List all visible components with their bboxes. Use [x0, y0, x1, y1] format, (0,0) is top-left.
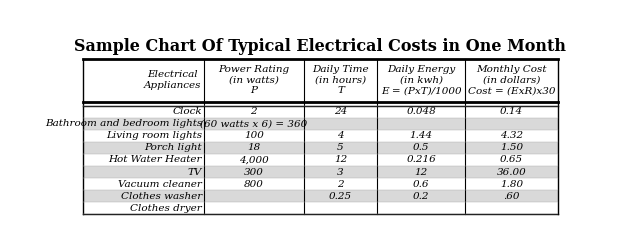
Text: 0.14: 0.14 [500, 107, 523, 116]
Text: 18: 18 [248, 143, 261, 153]
Text: Daily Time
(in hours)
T: Daily Time (in hours) T [312, 65, 369, 95]
Text: 100: 100 [244, 131, 264, 140]
Text: 1.50: 1.50 [500, 143, 523, 153]
Text: Clothes washer: Clothes washer [121, 192, 202, 201]
Bar [83, 59, 558, 102]
Text: 0.25: 0.25 [329, 192, 352, 201]
Bar [83, 178, 558, 190]
Text: Vacuum cleaner: Vacuum cleaner [118, 180, 202, 189]
Text: 0.2: 0.2 [413, 192, 429, 201]
Text: 1.44: 1.44 [409, 131, 432, 140]
Text: Monthly Cost
(in dollars)
Cost = (ExR)x30: Monthly Cost (in dollars) Cost = (ExR)x3… [468, 65, 555, 95]
Text: Bathroom and bedroom lights: Bathroom and bedroom lights [45, 119, 202, 128]
Text: 0.216: 0.216 [406, 155, 436, 165]
Text: (60 watts x 6) = 360: (60 watts x 6) = 360 [200, 119, 308, 128]
Text: .60: .60 [503, 192, 519, 201]
Text: 24: 24 [334, 107, 347, 116]
Text: 0.65: 0.65 [500, 155, 523, 165]
Text: 0.048: 0.048 [406, 107, 436, 116]
Text: 12: 12 [334, 155, 347, 165]
Bar [83, 106, 558, 118]
Bar [83, 118, 558, 130]
Text: 1.80: 1.80 [500, 180, 523, 189]
Text: Clothes dryer: Clothes dryer [131, 204, 202, 213]
Text: Hot Water Heater: Hot Water Heater [109, 155, 202, 165]
Bar [83, 130, 558, 142]
Text: 5: 5 [337, 143, 344, 153]
Text: 2: 2 [251, 107, 257, 116]
Text: 4: 4 [337, 131, 344, 140]
Text: 0.6: 0.6 [413, 180, 429, 189]
Text: 4.32: 4.32 [500, 131, 523, 140]
Text: Clock: Clock [173, 107, 202, 116]
Text: TV: TV [188, 168, 202, 177]
Text: Sample Chart Of Typical Electrical Costs in One Month: Sample Chart Of Typical Electrical Costs… [74, 38, 566, 55]
Text: 12: 12 [414, 168, 428, 177]
Bar [83, 142, 558, 154]
Text: 36.00: 36.00 [496, 168, 526, 177]
Text: 800: 800 [244, 180, 264, 189]
Text: Porch light: Porch light [144, 143, 202, 153]
Text: 4,000: 4,000 [239, 155, 269, 165]
Bar [83, 202, 558, 214]
Text: 2: 2 [337, 180, 344, 189]
Text: Daily Energy
(in kwh)
E = (PxT)/1000: Daily Energy (in kwh) E = (PxT)/1000 [381, 65, 461, 95]
Text: Power Rating
(in watts)
P: Power Rating (in watts) P [218, 65, 289, 95]
Bar [83, 190, 558, 202]
Bar [83, 166, 558, 178]
Text: 0.5: 0.5 [413, 143, 429, 153]
Bar [83, 154, 558, 166]
Text: Electrical
Appliances: Electrical Appliances [144, 70, 202, 90]
Text: Living room lights: Living room lights [106, 131, 202, 140]
Text: 3: 3 [337, 168, 344, 177]
Text: 300: 300 [244, 168, 264, 177]
